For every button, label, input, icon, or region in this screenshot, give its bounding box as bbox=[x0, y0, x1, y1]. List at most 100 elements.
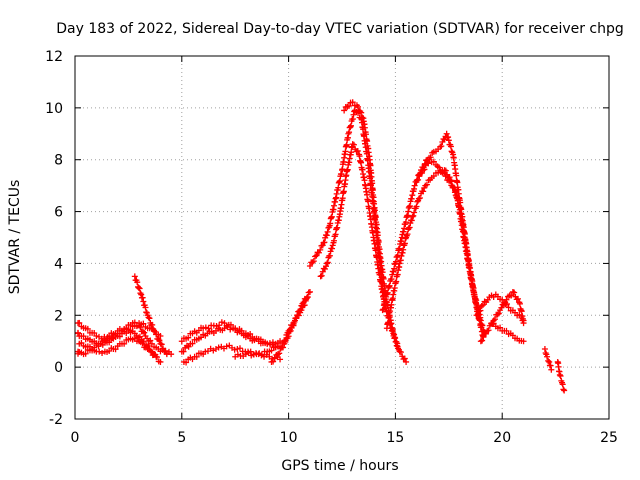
data-point bbox=[391, 334, 398, 341]
data-point bbox=[557, 372, 564, 379]
series-sat-p bbox=[413, 156, 484, 324]
data-point bbox=[503, 327, 510, 334]
data-point bbox=[306, 288, 313, 295]
data-point bbox=[286, 328, 293, 335]
data-point bbox=[397, 349, 404, 356]
y-tick-label: 4 bbox=[54, 256, 63, 272]
data-point bbox=[318, 272, 325, 279]
data-point bbox=[410, 212, 417, 219]
y-tick-label: 2 bbox=[54, 308, 63, 324]
data-point bbox=[147, 337, 154, 344]
x-tick-label: 25 bbox=[600, 430, 618, 446]
data-point bbox=[545, 357, 552, 364]
data-point bbox=[205, 325, 212, 332]
data-point bbox=[112, 332, 119, 339]
data-point bbox=[447, 143, 454, 150]
data-point bbox=[448, 148, 455, 155]
data-point bbox=[317, 246, 324, 253]
y-tick-label: 8 bbox=[54, 153, 63, 169]
data-point bbox=[148, 349, 155, 356]
data-point bbox=[155, 336, 162, 343]
data-point bbox=[163, 351, 170, 358]
data-point bbox=[503, 296, 510, 303]
series-sat-u bbox=[554, 358, 568, 394]
data-point bbox=[227, 321, 234, 328]
data-point bbox=[406, 224, 413, 231]
data-point bbox=[257, 336, 264, 343]
data-point bbox=[515, 295, 522, 302]
data-point bbox=[546, 358, 553, 365]
data-point bbox=[511, 289, 518, 296]
series-sat-r bbox=[477, 288, 527, 345]
data-point bbox=[84, 325, 91, 332]
data-point bbox=[477, 317, 484, 324]
data-point bbox=[442, 173, 449, 180]
data-point bbox=[215, 344, 222, 351]
data-point bbox=[390, 330, 397, 337]
data-point bbox=[416, 194, 423, 201]
y-tick-label: 0 bbox=[54, 360, 63, 376]
x-axis-label: GPS time / hours bbox=[281, 458, 398, 474]
data-point bbox=[242, 351, 249, 358]
data-point bbox=[494, 311, 501, 318]
data-point bbox=[548, 366, 555, 373]
data-point bbox=[153, 353, 160, 360]
data-point bbox=[495, 310, 502, 317]
data-point bbox=[391, 331, 398, 338]
data-point bbox=[326, 252, 333, 259]
data-point bbox=[447, 177, 454, 184]
data-point bbox=[276, 350, 283, 357]
data-point bbox=[131, 273, 138, 280]
data-point bbox=[140, 320, 147, 327]
data-point bbox=[234, 345, 241, 352]
data-point bbox=[218, 319, 225, 326]
data-point bbox=[180, 348, 187, 355]
data-point bbox=[321, 265, 328, 272]
data-point bbox=[121, 340, 128, 347]
data-point bbox=[189, 340, 196, 347]
data-point bbox=[401, 355, 408, 362]
data-point bbox=[140, 298, 147, 305]
data-point bbox=[480, 334, 487, 341]
data-point bbox=[157, 333, 164, 340]
data-point bbox=[136, 285, 143, 292]
data-point bbox=[502, 299, 509, 306]
data-point bbox=[409, 213, 416, 220]
data-point bbox=[321, 239, 328, 246]
data-point bbox=[329, 242, 336, 249]
plot-frame bbox=[74, 55, 610, 420]
data-point bbox=[482, 330, 489, 337]
data-point bbox=[560, 386, 567, 393]
data-point bbox=[216, 322, 223, 329]
data-point bbox=[436, 164, 443, 171]
x-tick-label: 0 bbox=[71, 430, 80, 446]
series-sat-t bbox=[541, 345, 555, 373]
data-point bbox=[274, 351, 281, 358]
data-point bbox=[310, 258, 317, 265]
data-point bbox=[158, 341, 165, 348]
data-point bbox=[297, 307, 304, 314]
data-point bbox=[139, 294, 146, 301]
data-point bbox=[91, 330, 98, 337]
data-point bbox=[127, 327, 134, 334]
data-point bbox=[438, 143, 445, 150]
data-point bbox=[135, 284, 142, 291]
data-point bbox=[149, 321, 156, 328]
data-point bbox=[403, 358, 410, 365]
data-point bbox=[418, 170, 425, 177]
x-tick-label: 15 bbox=[386, 430, 404, 446]
data-point bbox=[312, 253, 319, 260]
series-sat-g bbox=[178, 319, 281, 351]
data-point bbox=[237, 345, 244, 352]
data-point bbox=[497, 324, 504, 331]
data-point bbox=[300, 299, 307, 306]
data-point bbox=[116, 333, 123, 340]
data-point bbox=[329, 245, 336, 252]
y-tick-label: 12 bbox=[45, 49, 63, 65]
data-point bbox=[408, 217, 415, 224]
data-point bbox=[445, 137, 452, 144]
data-point bbox=[404, 231, 411, 238]
data-point bbox=[345, 102, 352, 109]
series-sat-j bbox=[268, 288, 313, 365]
